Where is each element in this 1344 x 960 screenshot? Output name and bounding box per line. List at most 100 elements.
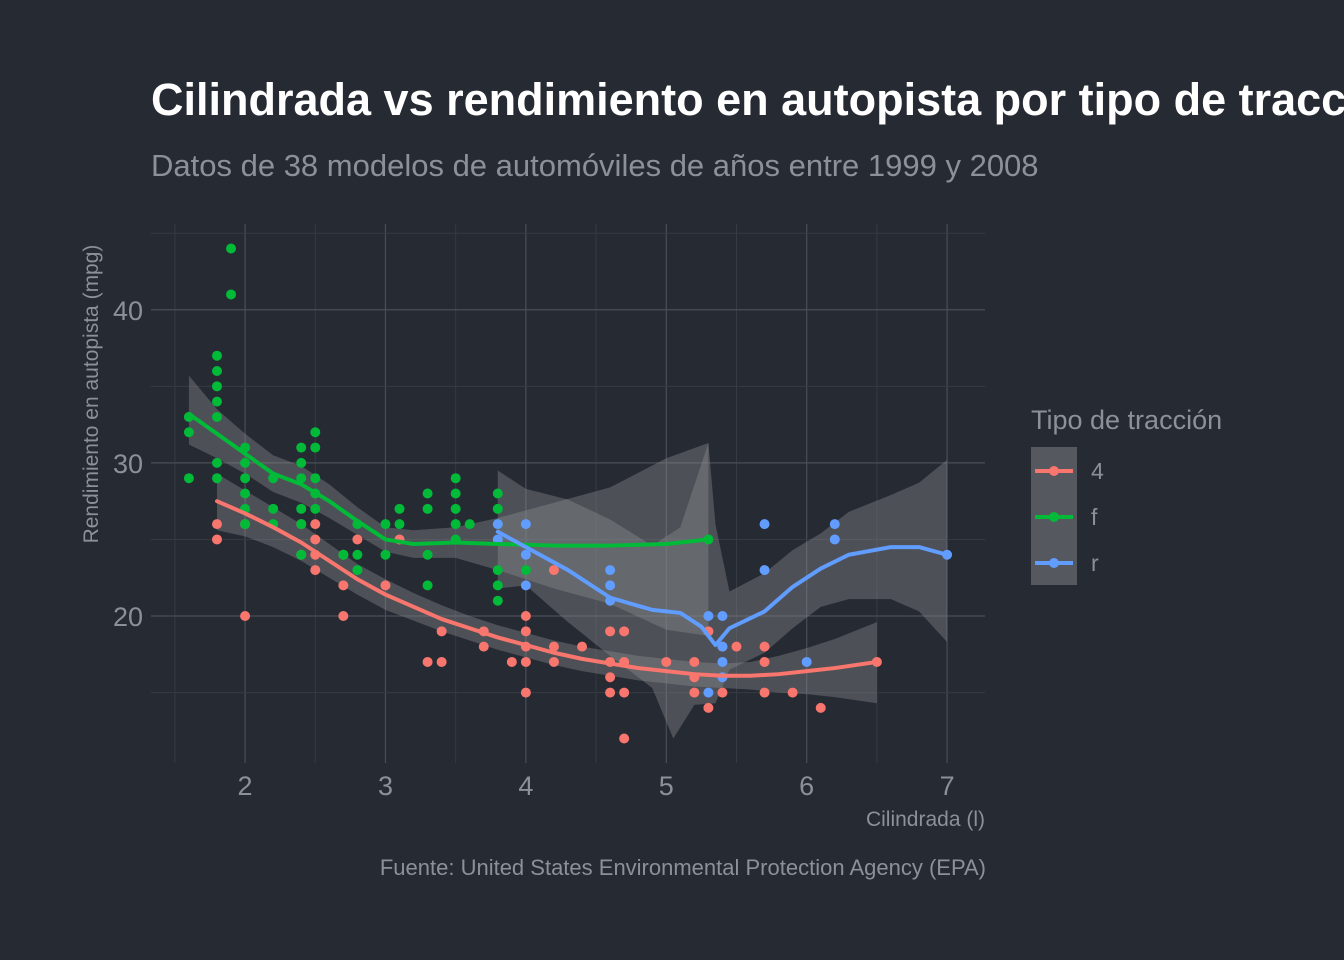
data-point-4 xyxy=(520,687,531,698)
data-points xyxy=(183,243,953,744)
data-point-f xyxy=(211,381,222,392)
data-point-f xyxy=(464,519,475,530)
confidence-band-r xyxy=(497,442,948,739)
data-point-f xyxy=(310,473,321,484)
data-point-f xyxy=(338,549,349,560)
data-point-f xyxy=(296,503,307,514)
data-point-f xyxy=(240,457,251,468)
legend-label-4: 4 xyxy=(1091,458,1104,484)
data-point-f xyxy=(183,427,194,438)
chart-title: Cilindrada vs rendimiento en autopista p… xyxy=(151,74,1344,125)
data-point-r xyxy=(829,519,840,530)
data-point-r xyxy=(520,549,531,560)
data-point-f xyxy=(422,580,433,591)
data-point-f xyxy=(380,519,391,530)
smooth-line-4 xyxy=(214,499,879,678)
legend-label-r: r xyxy=(1091,550,1099,576)
data-point-f xyxy=(352,549,363,560)
data-point-f xyxy=(296,473,307,484)
data-point-r xyxy=(759,519,770,530)
data-point-4 xyxy=(211,519,222,530)
data-point-4 xyxy=(380,580,391,591)
data-point-4 xyxy=(619,687,630,698)
smooth-line-r xyxy=(495,529,950,648)
data-point-f xyxy=(296,549,307,560)
data-point-4 xyxy=(548,641,559,652)
data-point-f xyxy=(380,549,391,560)
confidence-band-f xyxy=(188,375,709,636)
data-point-f xyxy=(211,473,222,484)
data-point-4 xyxy=(577,641,588,652)
data-point-4 xyxy=(548,656,559,667)
data-point-f xyxy=(422,488,433,499)
data-point-4 xyxy=(520,626,531,637)
data-point-4 xyxy=(787,687,798,698)
data-point-f xyxy=(450,488,461,499)
data-point-f xyxy=(240,519,251,530)
data-point-f xyxy=(240,488,251,499)
data-point-4 xyxy=(815,702,826,713)
data-point-f xyxy=(394,503,405,514)
data-point-4 xyxy=(436,626,447,637)
data-point-r xyxy=(605,580,616,591)
data-point-f xyxy=(352,565,363,576)
data-point-4 xyxy=(689,656,700,667)
confidence-band-4 xyxy=(216,473,877,704)
data-point-f xyxy=(450,473,461,484)
y-tick-label: 30 xyxy=(113,449,143,479)
data-point-r xyxy=(520,580,531,591)
data-point-4 xyxy=(520,611,531,621)
data-point-f xyxy=(422,503,433,514)
data-point-4 xyxy=(478,641,489,652)
data-point-4 xyxy=(352,534,363,545)
x-axis-ticks: 2 3 4 5 6 7 xyxy=(238,771,955,801)
data-point-4 xyxy=(605,626,616,637)
data-point-r xyxy=(717,656,728,667)
data-point-4 xyxy=(548,565,559,576)
data-point-4 xyxy=(506,656,517,667)
smooth-lines xyxy=(186,411,950,678)
data-point-f xyxy=(226,243,237,254)
data-point-f xyxy=(492,503,503,514)
data-point-4 xyxy=(520,656,531,667)
data-point-r xyxy=(492,519,503,530)
data-point-f xyxy=(240,473,251,484)
data-point-r xyxy=(492,534,503,545)
y-axis-ticks: 20 30 40 xyxy=(113,296,143,632)
data-point-f xyxy=(492,580,503,591)
data-point-r xyxy=(717,641,728,652)
data-point-4 xyxy=(211,534,222,545)
legend-title: Tipo de tracción xyxy=(1031,405,1222,435)
data-point-f xyxy=(492,595,503,606)
data-point-4 xyxy=(689,687,700,698)
data-point-r xyxy=(829,534,840,545)
data-point-f xyxy=(520,565,531,576)
data-point-f xyxy=(310,427,321,438)
data-point-r xyxy=(703,687,714,698)
data-point-f xyxy=(296,519,307,530)
data-point-r xyxy=(759,565,770,576)
data-point-f xyxy=(211,396,222,407)
legend-item-f: f xyxy=(1035,504,1098,530)
data-point-f xyxy=(394,519,405,530)
legend-marker-r xyxy=(1049,558,1059,568)
data-point-f xyxy=(450,519,461,530)
legend-marker-f xyxy=(1049,512,1059,522)
data-point-4 xyxy=(240,611,251,621)
x-tick-label: 2 xyxy=(238,771,253,801)
data-point-4 xyxy=(310,565,321,576)
chart-caption: Fuente: United States Environmental Prot… xyxy=(379,855,986,880)
data-point-r xyxy=(717,611,728,621)
data-point-f xyxy=(183,473,194,484)
data-point-f xyxy=(296,457,307,468)
data-point-f xyxy=(211,366,222,376)
smooth-line-f xyxy=(186,411,711,548)
data-point-4 xyxy=(759,656,770,667)
data-point-4 xyxy=(661,656,672,667)
data-point-4 xyxy=(605,687,616,698)
data-point-4 xyxy=(717,687,728,698)
legend: Tipo de tracción 4 fr xyxy=(1031,405,1222,585)
data-point-r xyxy=(801,656,812,667)
x-axis-label: Cilindrada (l) xyxy=(866,808,985,831)
